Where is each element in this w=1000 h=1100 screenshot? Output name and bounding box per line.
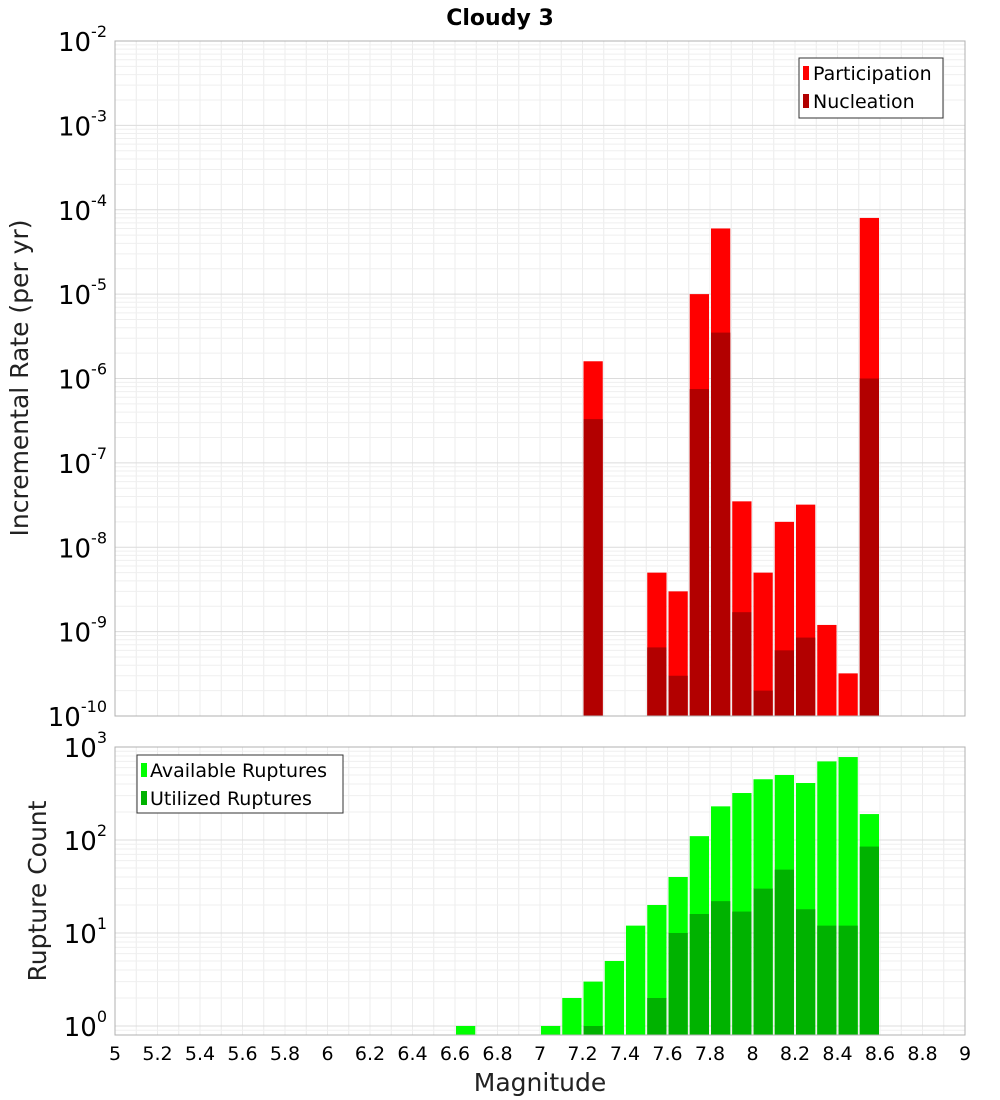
rate-legend-box xyxy=(798,57,944,119)
rate-bar-nucleation xyxy=(583,419,603,716)
count-bar-available-ruptures xyxy=(583,981,603,1035)
count-bar-available-ruptures xyxy=(626,925,646,1035)
x-tick-label: 7.2 xyxy=(567,1043,597,1065)
count-y-tick-label: 100 xyxy=(64,1007,107,1043)
rate-bar-nucleation xyxy=(711,332,731,716)
rate-gridlines xyxy=(114,41,966,717)
rate-y-tick-label: 10-6 xyxy=(58,360,107,396)
rate-bar-nucleation xyxy=(753,690,773,716)
count-bars xyxy=(456,757,879,1035)
rate-bar-nucleation xyxy=(668,675,688,716)
count-y-tick-label: 102 xyxy=(64,821,107,857)
x-tick-labels: 5 5.2 5.4 5.6 5.8 6 6.2 6.4 6.6 6.8 7 7.2 7.4 7.6 7.8 8… xyxy=(109,1043,971,1065)
rate-bar-nucleation xyxy=(689,389,709,716)
count-panel: 100 101 102 103 5 5.2 5.4 5.6 5.8 6 6.2 6.4 6.6 6.8 7… xyxy=(23,728,971,1097)
count-bar-available-ruptures xyxy=(541,1025,561,1035)
participation-legend-label: Participation xyxy=(813,63,932,85)
x-tick-label: 6 xyxy=(321,1043,333,1065)
count-plot-frame xyxy=(114,746,966,1036)
rate-y-tick-label: 10-7 xyxy=(58,444,107,480)
count-y-tick-labels: 100 101 102 103 xyxy=(64,728,107,1043)
rate-bar-nucleation xyxy=(796,637,816,716)
rate-bar-nucleation xyxy=(732,612,752,716)
count-y-tick-label: 101 xyxy=(64,914,107,950)
rate-plot-frame xyxy=(114,40,966,717)
x-tick-label: 6.2 xyxy=(355,1043,385,1065)
count-bar-utilized-ruptures xyxy=(583,1025,603,1035)
x-tick-label: 8.4 xyxy=(822,1043,852,1065)
count-bar-utilized-ruptures xyxy=(753,888,773,1035)
rate-bar-participation xyxy=(817,624,837,716)
available-swatch xyxy=(141,763,147,777)
nucleation-swatch xyxy=(803,94,809,108)
rate-y-tick-label: 10-9 xyxy=(58,613,107,649)
rate-y-tick-label: 10-2 xyxy=(58,22,107,58)
x-tick-label: 7.6 xyxy=(652,1043,682,1065)
count-bar-utilized-ruptures xyxy=(732,911,752,1035)
x-tick-label: 7.4 xyxy=(610,1043,640,1065)
rate-y-tick-label: 10-4 xyxy=(58,191,107,227)
rate-y-tick-label: 10-8 xyxy=(58,528,107,564)
chart-title: Cloudy 3 xyxy=(446,6,554,31)
x-tick-label: 6.6 xyxy=(440,1043,470,1065)
count-bar-utilized-ruptures xyxy=(711,901,731,1035)
x-tick-label: 7.8 xyxy=(695,1043,725,1065)
count-bar-utilized-ruptures xyxy=(774,869,794,1035)
count-bar-available-ruptures xyxy=(456,1025,476,1035)
rate-bar-participation xyxy=(753,572,773,716)
x-tick-label: 5.6 xyxy=(227,1043,257,1065)
x-tick-label: 5.2 xyxy=(142,1043,172,1065)
x-tick-label: 8 xyxy=(746,1043,758,1065)
x-tick-label: 8.8 xyxy=(907,1043,937,1065)
count-bar-utilized-ruptures xyxy=(817,925,837,1035)
x-tick-label: 6.8 xyxy=(482,1043,512,1065)
rate-y-tick-labels: 10-10 10-9 10-8 10-7 10-6 10-5 10-4 10-3 10-2 xyxy=(48,22,107,733)
rate-panel: 10-10 10-9 10-8 10-7 10-6 10-5 10-4 10-3 10-2 In… xyxy=(5,22,966,733)
rate-bar-nucleation xyxy=(774,650,794,716)
rate-bar-participation xyxy=(838,673,858,716)
rate-legend: Participation Nucleation xyxy=(798,57,944,119)
x-tick-label: 5 xyxy=(109,1043,121,1065)
count-bar-utilized-ruptures xyxy=(859,846,879,1035)
count-bar-utilized-ruptures xyxy=(838,925,858,1035)
count-y-axis-label: Rupture Count xyxy=(23,800,52,981)
x-tick-label: 8.6 xyxy=(865,1043,895,1065)
count-bar-utilized-ruptures xyxy=(689,914,709,1035)
count-bar-utilized-ruptures xyxy=(647,997,667,1035)
count-bar-utilized-ruptures xyxy=(796,909,816,1035)
x-tick-label: 7 xyxy=(534,1043,546,1065)
count-y-tick-label: 103 xyxy=(64,728,107,764)
rate-y-tick-label: 10-5 xyxy=(58,275,107,311)
participation-swatch xyxy=(803,66,809,80)
x-axis-label: Magnitude xyxy=(474,1068,606,1097)
count-legend: Available Ruptures Utilized Ruptures xyxy=(136,754,344,814)
available-legend-label: Available Ruptures xyxy=(150,760,327,782)
utilized-swatch xyxy=(141,791,147,805)
x-tick-label: 6.4 xyxy=(397,1043,427,1065)
x-tick-label: 8.2 xyxy=(780,1043,810,1065)
rate-y-tick-label: 10-3 xyxy=(58,106,107,142)
rate-y-axis-label: Incremental Rate (per yr) xyxy=(5,220,34,537)
count-bar-available-ruptures xyxy=(562,997,582,1035)
count-bar-available-ruptures xyxy=(604,960,624,1035)
x-tick-label: 9 xyxy=(959,1043,971,1065)
x-tick-label: 5.4 xyxy=(185,1043,215,1065)
rate-bars xyxy=(583,217,879,716)
count-bar-utilized-ruptures xyxy=(668,932,688,1035)
utilized-legend-label: Utilized Ruptures xyxy=(150,788,312,810)
rate-bar-nucleation xyxy=(647,647,667,716)
x-tick-label: 5.8 xyxy=(270,1043,300,1065)
count-legend-box xyxy=(136,754,344,814)
rate-bar-nucleation xyxy=(859,378,879,716)
rate-y-tick-label: 10-10 xyxy=(48,697,107,733)
nucleation-legend-label: Nucleation xyxy=(813,91,915,113)
